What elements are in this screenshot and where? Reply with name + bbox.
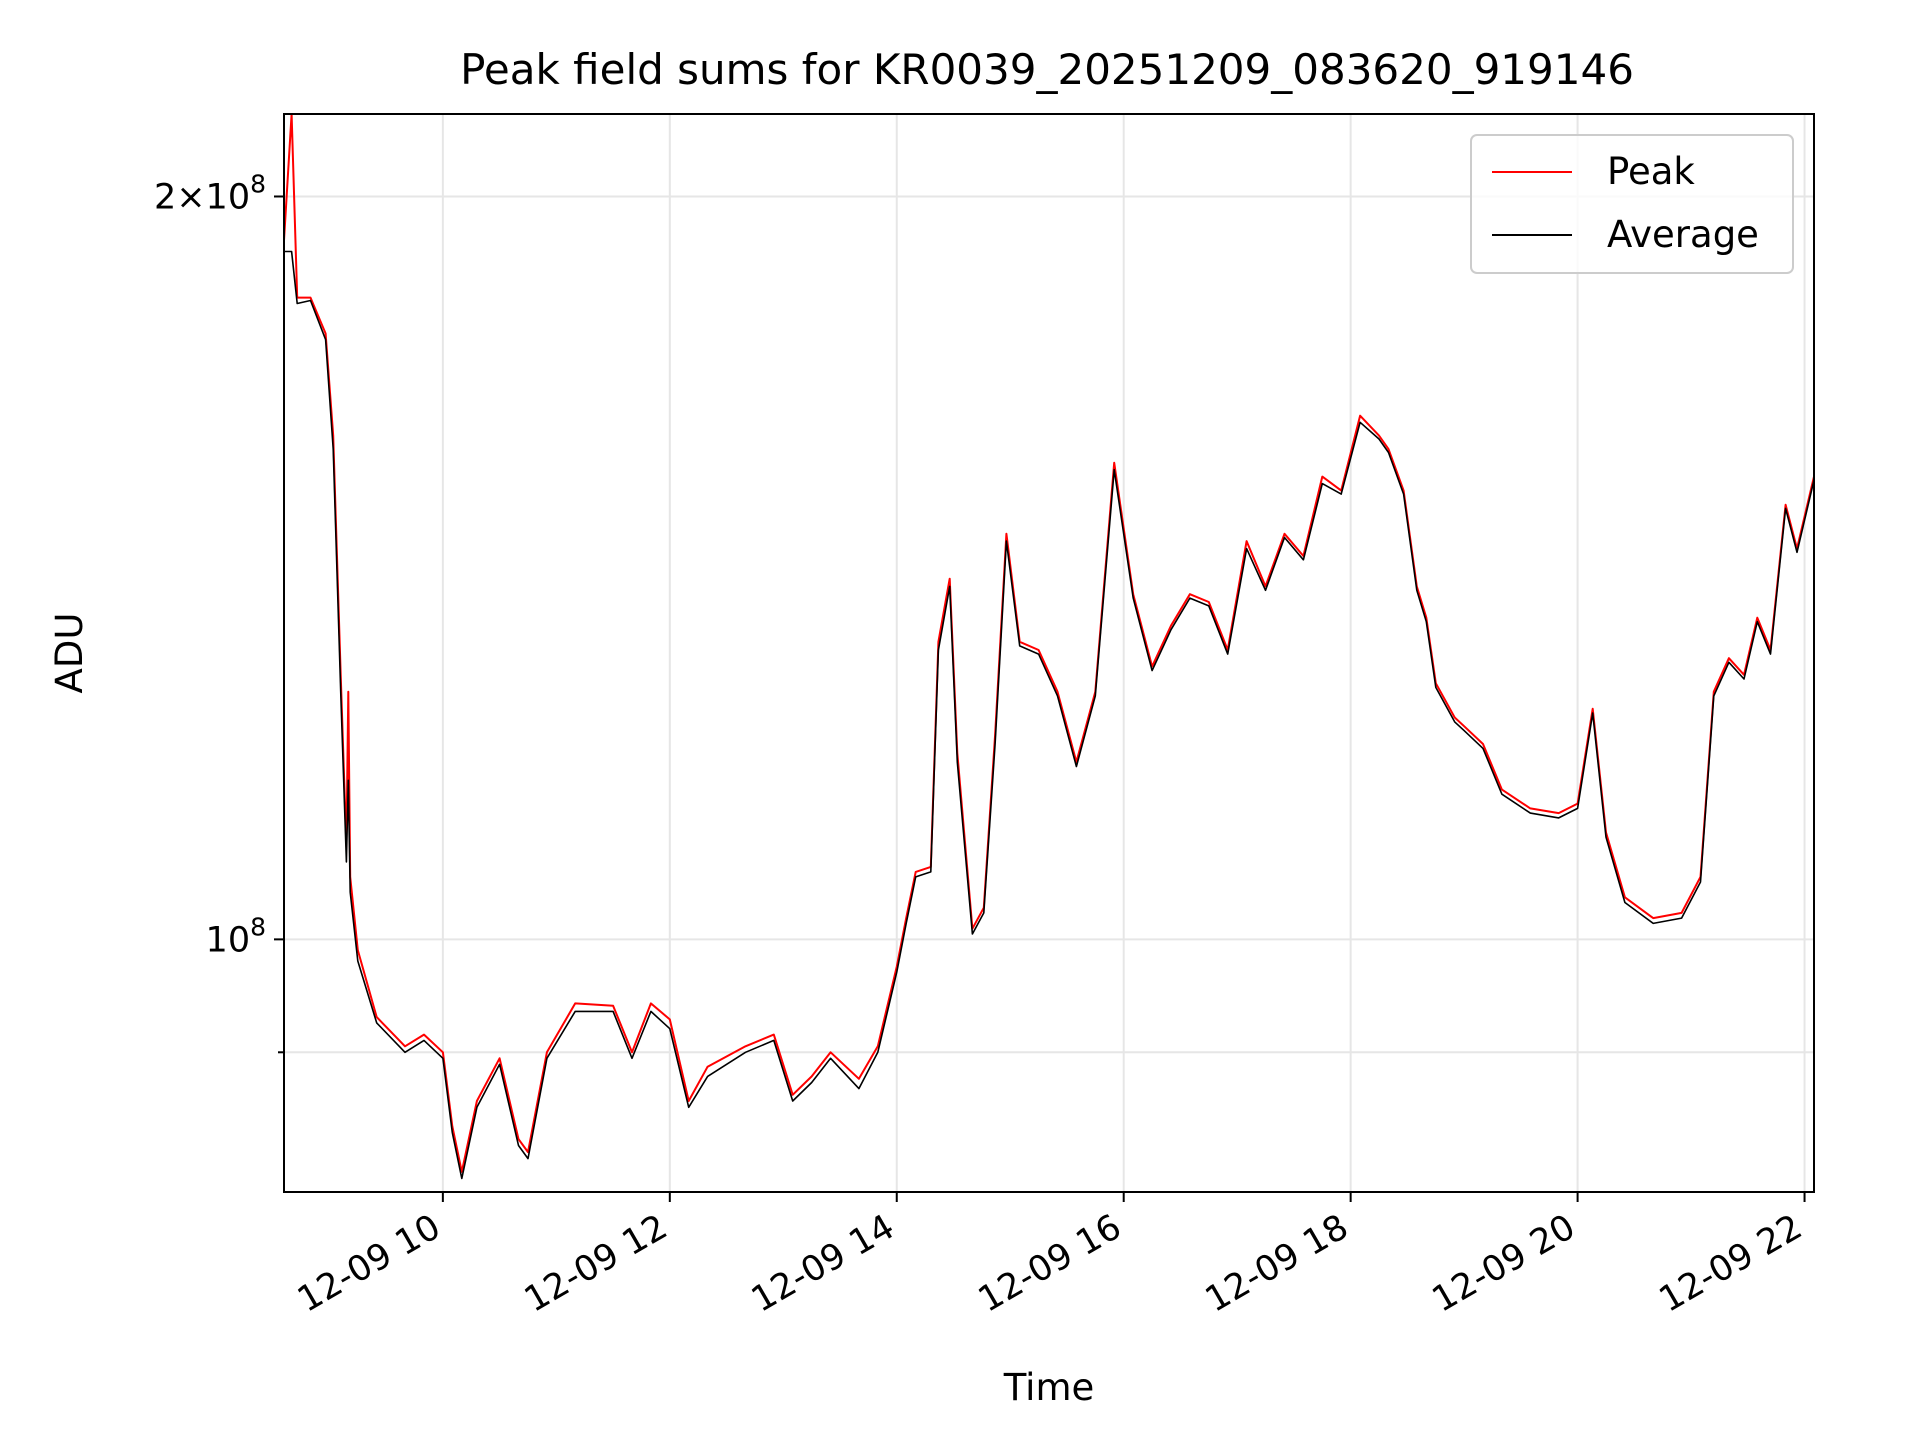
legend-label-average: Average bbox=[1607, 213, 1759, 256]
x-axis-label: Time bbox=[1003, 1366, 1095, 1409]
legend: Peak Average bbox=[1470, 134, 1794, 274]
legend-label-peak: Peak bbox=[1607, 150, 1695, 193]
chart-title: Peak field sums for KR0039_20251209_0836… bbox=[460, 45, 1634, 94]
series-line-peak bbox=[284, 114, 1814, 1173]
axes-frame bbox=[283, 113, 1815, 1193]
y-tick-label: 108 bbox=[206, 912, 266, 960]
y-axis-ticks: 108 2×108 bbox=[154, 169, 284, 1054]
grid bbox=[284, 114, 1814, 1192]
y-tick-label: 2×108 bbox=[154, 169, 266, 217]
plot-lines bbox=[284, 114, 1814, 1180]
y-axis-label: ADU bbox=[48, 613, 91, 694]
legend-box bbox=[1470, 134, 1794, 274]
series-line-average bbox=[284, 250, 1814, 1180]
